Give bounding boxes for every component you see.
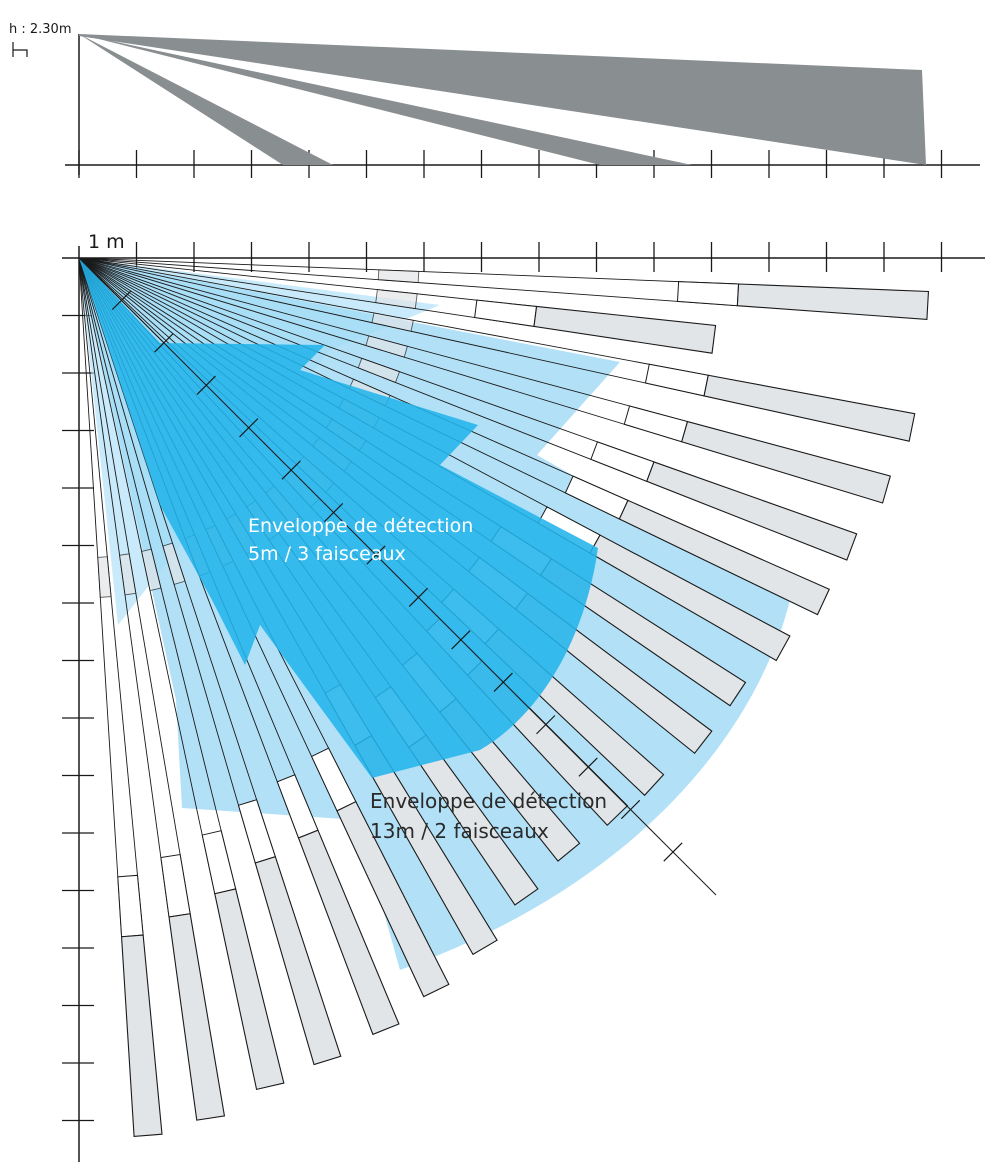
beam-gap-segment xyxy=(590,441,655,482)
near-zone xyxy=(375,289,418,310)
side-view-ticks xyxy=(78,150,943,178)
beam-gap-segment xyxy=(644,363,709,397)
detection-zone xyxy=(297,829,400,1036)
center-ray-mark xyxy=(281,460,301,480)
near-zone xyxy=(357,357,401,384)
detection-zone xyxy=(254,856,342,1066)
near-zone xyxy=(141,548,162,592)
side-beam-long xyxy=(79,34,926,165)
right-angle-icon xyxy=(12,42,28,57)
center-ray-mark xyxy=(493,672,513,692)
near-zone xyxy=(365,335,408,358)
near-zone xyxy=(371,312,414,332)
center-ray-mark xyxy=(323,502,344,523)
near-zone xyxy=(377,269,420,284)
detection-zone xyxy=(120,934,163,1137)
side-beam-mid xyxy=(79,34,692,165)
height-label: h : 2.30m xyxy=(9,22,72,37)
beam-gap-segment xyxy=(201,830,237,895)
beam-ray xyxy=(78,257,535,327)
top-view-ticks xyxy=(62,242,943,1122)
near-zone xyxy=(119,553,137,596)
near-zone xyxy=(97,556,112,598)
detection-zone xyxy=(681,420,892,504)
detection-zone xyxy=(703,374,916,442)
detection-zone xyxy=(168,913,226,1121)
center-ray-mark xyxy=(451,630,471,650)
long-range-label-line2: 13m / 2 faisceaux xyxy=(370,819,549,843)
detection-zone xyxy=(736,283,930,321)
beam-gap-segment xyxy=(676,281,740,307)
long-range-label-line1: Enveloppe de détection xyxy=(370,789,607,813)
detection-zone xyxy=(618,499,830,616)
short-range-label-line2: 5m / 3 faisceaux xyxy=(248,543,406,565)
center-ray xyxy=(78,257,717,896)
scale-label: 1 m xyxy=(88,231,125,253)
center-ray-mark xyxy=(154,333,174,353)
center-ray-marks xyxy=(111,290,683,862)
center-ray-mark xyxy=(620,799,641,820)
detection-zone xyxy=(336,800,450,998)
short-range-label-line1: Enveloppe de détection xyxy=(248,515,473,537)
beam-gap-segment xyxy=(160,853,191,918)
near-zone xyxy=(162,542,186,586)
center-ray-mark xyxy=(239,418,259,438)
beam-gap-segment xyxy=(117,874,144,938)
center-ray-mark xyxy=(111,290,132,311)
detection-zone xyxy=(533,305,717,354)
top-view: 1 m Enveloppe de détection 5m / 3 faisce… xyxy=(62,231,985,1162)
center-ray-mark xyxy=(536,715,556,735)
center-ray-mark xyxy=(366,545,386,565)
center-ray-mark xyxy=(663,842,683,862)
side-view: h : 2.30m xyxy=(9,22,980,178)
beam-gap-segment xyxy=(623,405,689,443)
side-beam-short xyxy=(79,34,333,165)
center-ray-mark xyxy=(408,587,429,608)
detection-zone xyxy=(214,888,285,1091)
center-ray-mark xyxy=(196,375,216,395)
beam-gap-segment xyxy=(474,299,538,328)
beam-ray xyxy=(78,257,537,307)
center-ray-mark xyxy=(578,757,598,777)
detection-zone xyxy=(646,461,858,561)
